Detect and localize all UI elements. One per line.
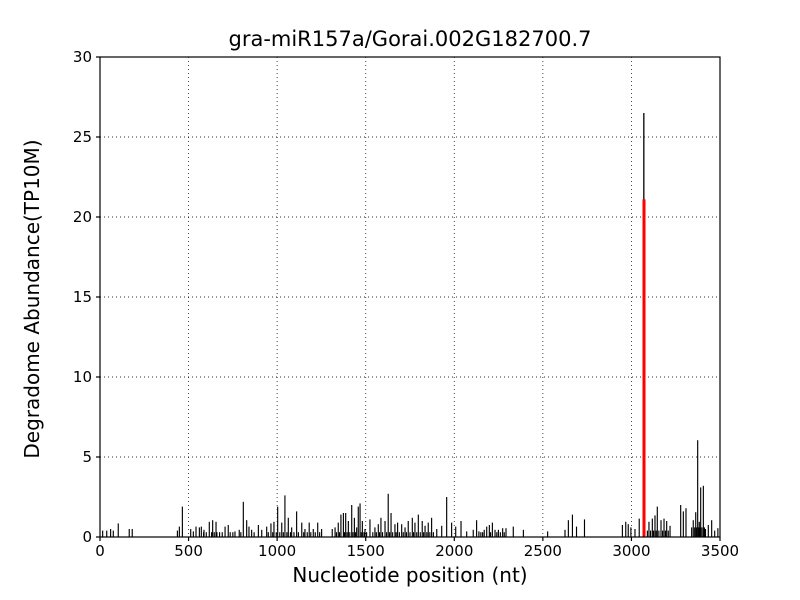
chart-title: gra-miR157a/Gorai.002G182700.7	[228, 27, 592, 51]
y-tick-label: 5	[82, 448, 92, 466]
x-tick-label: 3500	[701, 542, 739, 560]
x-tick-label: 0	[95, 542, 105, 560]
x-axis-label: Nucleotide position (nt)	[292, 563, 528, 587]
x-tick-label: 2500	[524, 542, 562, 560]
x-tick-label: 2000	[435, 542, 473, 560]
x-tick-label: 1000	[258, 542, 296, 560]
y-tick-label: 15	[73, 288, 92, 306]
x-tick-label: 1500	[347, 542, 385, 560]
y-axis-label: Degradome Abundance(TP10M)	[20, 139, 44, 459]
y-tick-label: 20	[73, 208, 92, 226]
x-tick-label: 3000	[612, 542, 650, 560]
y-tick-label: 25	[73, 128, 92, 146]
y-tick-label: 30	[73, 48, 92, 66]
y-tick-label: 0	[82, 528, 92, 546]
x-tick-label: 500	[174, 542, 203, 560]
y-tick-label: 10	[73, 368, 92, 386]
